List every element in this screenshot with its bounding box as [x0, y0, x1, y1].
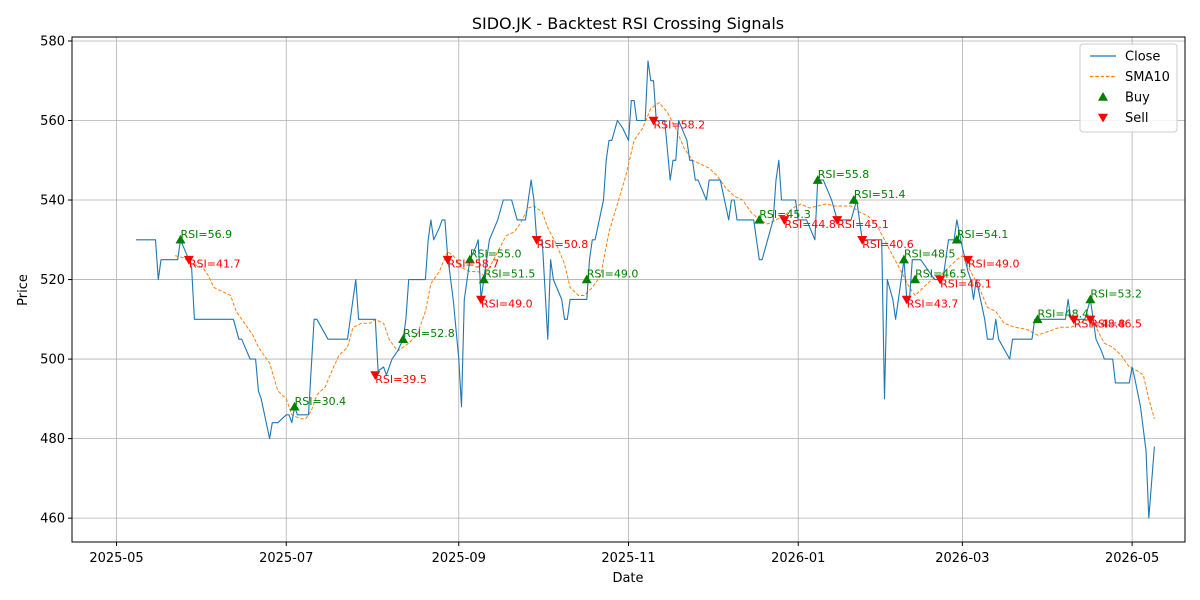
- x-tick-label: 2025-11: [601, 551, 655, 566]
- sell-signal-marker: [779, 216, 790, 225]
- sell-signal-marker: [832, 216, 843, 225]
- sell-signal-label: RSI=46.1: [940, 278, 992, 291]
- buy-signal-marker: [951, 234, 962, 244]
- sell-signal-marker: [1068, 315, 1079, 325]
- buy-signal-marker: [289, 401, 300, 411]
- buy-signal-marker: [398, 334, 409, 343]
- sell-signal-label: RSI=50.8: [537, 238, 589, 251]
- buy-signal-marker: [898, 254, 909, 264]
- buy-signal-label: RSI=51.5: [484, 268, 536, 281]
- sell-signal-marker: [857, 236, 868, 245]
- sell-signal-marker: [476, 295, 487, 305]
- legend-label: Buy: [1125, 91, 1150, 106]
- sell-signal-label: RSI=39.5: [375, 373, 427, 386]
- close-line: [136, 60, 1155, 519]
- legend-sell-swatch: [1098, 113, 1108, 123]
- sell-signal-marker: [183, 255, 194, 265]
- sell-signal-marker: [962, 255, 973, 265]
- buy-signal-marker: [581, 274, 592, 284]
- signal-markers: RSI=56.9 RSI=30.4 RSI=52.8 RSI=55.0 RSI=51.5…: [175, 116, 1142, 411]
- buy-signal-marker: [848, 195, 859, 204]
- sell-signal-marker: [442, 255, 453, 265]
- sell-signal-label: RSI=49.0: [968, 258, 1020, 271]
- sell-signal-marker: [1085, 315, 1096, 325]
- buy-signal-label: RSI=55.8: [818, 168, 870, 181]
- x-tick-label: 2026-05: [1105, 551, 1159, 566]
- x-tick-label: 2026-01: [771, 551, 825, 566]
- chart-title: SIDO.JK - Backtest RSI Crossing Signals: [472, 14, 784, 33]
- sell-signal-label: RSI=44.8: [784, 218, 836, 231]
- buy-signal-marker: [464, 254, 475, 264]
- x-tick-label: 2026-03: [935, 551, 989, 566]
- sell-signal-marker: [531, 236, 542, 245]
- sell-signal-label: RSI=49.0: [481, 297, 533, 310]
- sell-signal-label: RSI=40.6: [862, 238, 914, 251]
- y-tick-label: 560: [40, 114, 65, 129]
- sell-signal-label: RSI=58.2: [654, 119, 706, 132]
- legend-buy-swatch: [1098, 92, 1108, 101]
- sell-signal-label: RSI=43.7: [907, 297, 959, 310]
- sell-signal-marker: [901, 295, 912, 305]
- buy-signal-label: RSI=48.5: [904, 248, 956, 261]
- sell-signal-label: RSI=48.8: [1074, 317, 1126, 330]
- sell-signal-label: RSI=45.1: [837, 218, 889, 231]
- grid-lines: [72, 37, 1185, 542]
- x-axis-ticks: 2025-05 2025-07 2025-09 2025-11 2026-01 2026-…: [89, 542, 1159, 566]
- y-tick-label: 580: [40, 34, 65, 49]
- legend-label: Sell: [1125, 111, 1148, 126]
- close-series: [136, 60, 1155, 519]
- y-tick-label: 540: [40, 194, 65, 209]
- buy-signal-marker: [754, 214, 765, 224]
- buy-signal-label: RSI=49.0: [587, 268, 639, 281]
- y-axis-ticks: 460 480 500 520 540 560 580: [40, 34, 72, 527]
- legend-box: [1079, 43, 1178, 133]
- x-tick-label: 2025-05: [89, 551, 143, 566]
- buy-signal-label: RSI=30.4: [295, 395, 347, 408]
- y-axis-title: Price: [16, 274, 31, 306]
- buy-signal-marker: [1085, 294, 1096, 304]
- y-tick-label: 500: [40, 353, 65, 368]
- y-tick-label: 480: [40, 432, 65, 447]
- buy-signal-label: RSI=55.0: [470, 248, 522, 261]
- y-tick-label: 520: [40, 273, 65, 288]
- buy-signal-label: RSI=54.1: [957, 228, 1009, 241]
- buy-signal-label: RSI=46.5: [915, 268, 967, 281]
- sell-signal-marker: [370, 371, 381, 380]
- legend: Close SMA10 Buy Sell: [1079, 43, 1178, 133]
- y-tick-label: 460: [40, 512, 65, 527]
- legend-label: SMA10: [1125, 70, 1170, 85]
- sell-signal-marker: [648, 116, 659, 126]
- sell-signal-label: RSI=41.7: [189, 258, 241, 271]
- buy-signal-label: RSI=45.3: [759, 208, 811, 221]
- buy-signal-label: RSI=51.4: [854, 188, 906, 201]
- sell-signal-label: RSI=46.5: [1090, 317, 1142, 330]
- buy-signal-marker: [175, 234, 186, 244]
- sell-signal-label: RSI=58.7: [448, 258, 500, 271]
- x-tick-label: 2025-09: [432, 551, 486, 566]
- buy-signal-label: RSI=52.8: [403, 327, 455, 340]
- x-tick-label: 2025-07: [259, 551, 313, 566]
- x-axis-title: Date: [612, 571, 643, 586]
- legend-label: Close: [1125, 50, 1160, 65]
- buy-signal-marker: [1032, 314, 1043, 324]
- buy-signal-label: RSI=53.2: [1090, 287, 1142, 300]
- buy-signal-marker: [910, 274, 921, 284]
- sell-signal-marker: [935, 275, 946, 285]
- buy-signal-label: RSI=56.9: [181, 228, 233, 241]
- buy-signal-marker: [812, 175, 823, 184]
- buy-signal-marker: [478, 274, 489, 284]
